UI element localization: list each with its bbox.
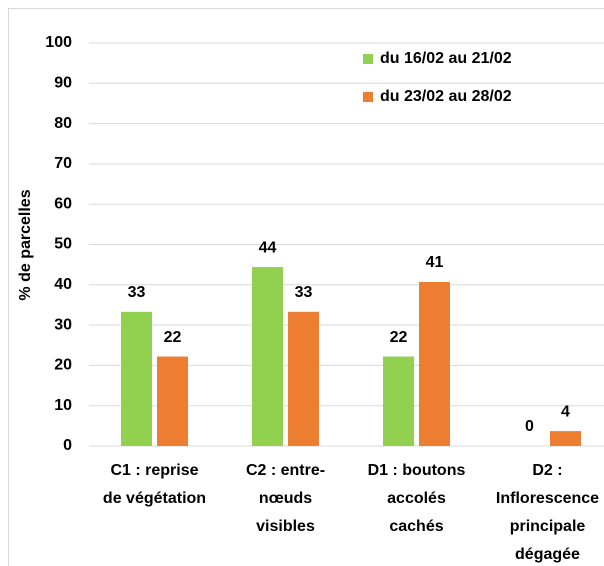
- x-tick-label: de végétation: [103, 490, 206, 507]
- legend-swatch: [363, 54, 373, 64]
- y-tick-label: 10: [54, 397, 72, 414]
- y-axis-label: % de parcelles: [17, 189, 34, 300]
- y-tick-label: 0: [63, 437, 72, 454]
- y-tick-label: 100: [45, 34, 72, 51]
- y-tick-label: 30: [54, 316, 72, 333]
- y-tick-label: 40: [54, 276, 72, 293]
- data-label: 33: [128, 284, 146, 301]
- x-tick-label: dégagée: [515, 546, 580, 563]
- y-tick-label: 60: [54, 195, 72, 212]
- bar: [288, 311, 319, 446]
- legend-label: du 16/02 au 21/02: [380, 50, 512, 67]
- x-tick-label: principale: [510, 518, 586, 535]
- data-label: 0: [525, 418, 534, 435]
- y-tick-label: 90: [54, 75, 72, 92]
- data-label: 22: [390, 329, 408, 346]
- bar: [252, 267, 283, 446]
- x-tick-label: accolés: [387, 490, 446, 507]
- chart-frame: [8, 8, 604, 566]
- data-label: 44: [259, 239, 277, 256]
- x-tick-label: C1 : reprise: [110, 462, 198, 479]
- bar: [383, 356, 414, 446]
- bar: [550, 431, 581, 446]
- data-label: 22: [164, 329, 182, 346]
- x-tick-label: D2 :: [532, 462, 562, 479]
- x-tick-label: D1 : boutons: [368, 462, 466, 479]
- bar: [157, 356, 188, 446]
- x-tick-label: nœuds: [259, 490, 312, 507]
- bar: [121, 311, 152, 446]
- y-tick-label: 70: [54, 155, 72, 172]
- y-tick-label: 20: [54, 357, 72, 374]
- bar: [419, 281, 450, 446]
- y-tick-label: 80: [54, 115, 72, 132]
- legend-swatch: [363, 92, 373, 102]
- x-tick-label: Inflorescence: [496, 490, 599, 507]
- legend-label: du 23/02 au 28/02: [380, 88, 512, 105]
- data-label: 33: [295, 284, 313, 301]
- y-tick-label: 50: [54, 236, 72, 253]
- x-tick-label: C2 : entre-: [246, 462, 325, 479]
- x-tick-label: visibles: [256, 518, 315, 535]
- x-tick-label: cachés: [389, 518, 443, 535]
- data-label: 41: [426, 254, 444, 271]
- data-label: 4: [561, 403, 570, 420]
